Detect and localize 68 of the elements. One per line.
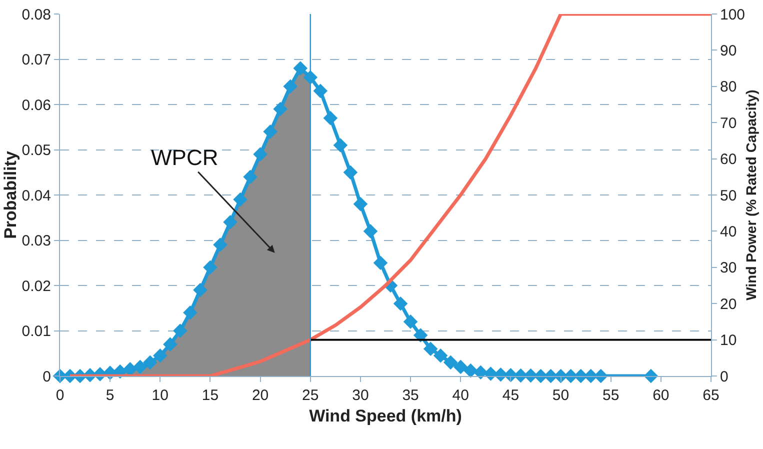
x-tick-label: 60 bbox=[652, 387, 670, 404]
x-tick-label: 15 bbox=[202, 387, 219, 404]
point bbox=[333, 138, 348, 152]
y2-tick-label: 40 bbox=[720, 223, 737, 240]
y2-tick-label: 90 bbox=[720, 42, 737, 60]
annotation: WPCR bbox=[151, 145, 218, 170]
y-tick-label: 0.06 bbox=[22, 96, 51, 114]
y-tick-label: 0.07 bbox=[22, 52, 51, 68]
y-axis-title: Probability bbox=[0, 150, 20, 239]
x-tick-label: 25 bbox=[302, 387, 319, 404]
x-tick-label: 35 bbox=[402, 387, 419, 404]
point bbox=[203, 260, 218, 275]
point bbox=[173, 324, 188, 338]
y-tick-label: 0.01 bbox=[22, 323, 51, 340]
y-tick-label: 0.04 bbox=[22, 187, 51, 204]
point bbox=[163, 337, 178, 352]
y2-tick-label: 100 bbox=[720, 6, 746, 24]
point bbox=[353, 196, 368, 212]
y-tick-label: 0.08 bbox=[22, 6, 51, 24]
x-tick-label: 10 bbox=[152, 387, 168, 404]
x-axis-title: Wind Speed (km/h) bbox=[309, 406, 462, 426]
y2-tick-label: 50 bbox=[720, 187, 737, 204]
x-tick-label: 0 bbox=[56, 387, 64, 404]
point bbox=[283, 79, 298, 94]
point bbox=[183, 306, 198, 320]
point bbox=[363, 224, 378, 238]
point bbox=[213, 238, 228, 252]
point bbox=[233, 192, 248, 207]
y-tick-label: 0.02 bbox=[22, 278, 51, 295]
point bbox=[403, 314, 418, 329]
point bbox=[423, 342, 438, 356]
point bbox=[223, 215, 238, 230]
point bbox=[132, 360, 148, 374]
point bbox=[343, 165, 358, 180]
y2-tick-label: 80 bbox=[720, 78, 737, 96]
x-tick-label: 5 bbox=[106, 387, 114, 404]
point bbox=[263, 124, 278, 139]
y2-tick-label: 20 bbox=[720, 296, 737, 313]
point bbox=[193, 282, 208, 298]
point bbox=[323, 110, 338, 126]
point bbox=[293, 61, 308, 76]
point bbox=[443, 355, 458, 370]
x-tick-label: 45 bbox=[502, 387, 520, 404]
x-tick-label: 20 bbox=[252, 387, 269, 404]
point bbox=[433, 348, 448, 363]
point bbox=[142, 355, 158, 370]
point bbox=[313, 84, 328, 98]
x-tick-label: 50 bbox=[552, 387, 570, 404]
y2-tick-label: 0 bbox=[720, 368, 728, 386]
point bbox=[153, 348, 168, 363]
point bbox=[253, 147, 268, 162]
y2-tick-label: 70 bbox=[720, 114, 737, 132]
point bbox=[393, 296, 408, 311]
y-tick-label: 0.05 bbox=[22, 142, 51, 159]
x-tick-label: 65 bbox=[702, 387, 720, 404]
y2-axis-title: Wind Power (% Rated Capacity) bbox=[743, 90, 759, 300]
y2-tick-label: 10 bbox=[720, 332, 737, 350]
y-tick-label: 0 bbox=[42, 368, 51, 386]
point bbox=[373, 256, 388, 270]
x-tick-label: 55 bbox=[602, 387, 620, 404]
point bbox=[243, 170, 258, 184]
point bbox=[273, 102, 288, 116]
y-tick-label: 0.03 bbox=[22, 232, 51, 250]
y2-tick-label: 30 bbox=[720, 260, 737, 277]
point bbox=[453, 360, 468, 374]
x-tick-label: 40 bbox=[452, 387, 469, 404]
y2-tick-label: 60 bbox=[720, 151, 737, 168]
x-tick-label: 30 bbox=[352, 387, 369, 404]
